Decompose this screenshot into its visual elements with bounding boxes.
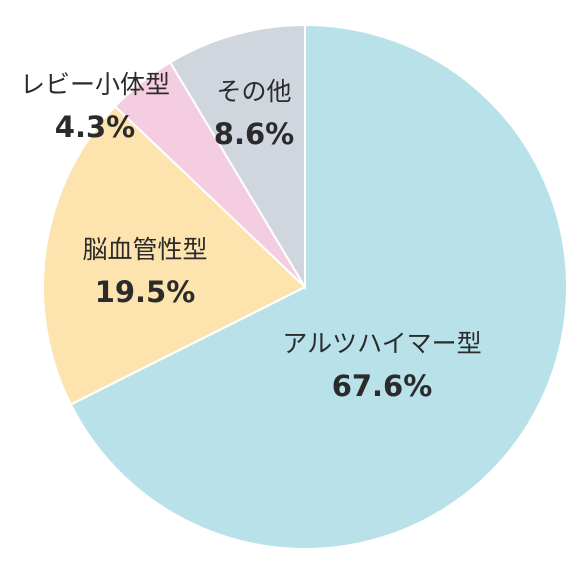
slice-other-value-label: 8.6% — [214, 117, 294, 151]
slice-lewy-label: レビー小体型 — [20, 70, 170, 99]
pie-slices — [41, 23, 568, 550]
slice-vascular-label: 脳血管性型 — [82, 235, 207, 264]
slice-alzheimer-label: アルツハイマー型 — [282, 329, 481, 358]
slice-lewy-value-label: 4.3% — [55, 110, 135, 144]
slice-alzheimer — [69, 23, 568, 550]
slice-other-label: その他 — [216, 77, 291, 106]
pie-labels: アルツハイマー型 67.6% 脳血管性型 19.5% レビー小体型 4.3% その他 8.6% — [20, 70, 482, 403]
slice-vascular-value-label: 19.5% — [95, 275, 196, 309]
slice-alzheimer-value-label: 67.6% — [332, 369, 433, 403]
slice-vascular — [41, 105, 307, 406]
slice-other — [168, 23, 306, 291]
